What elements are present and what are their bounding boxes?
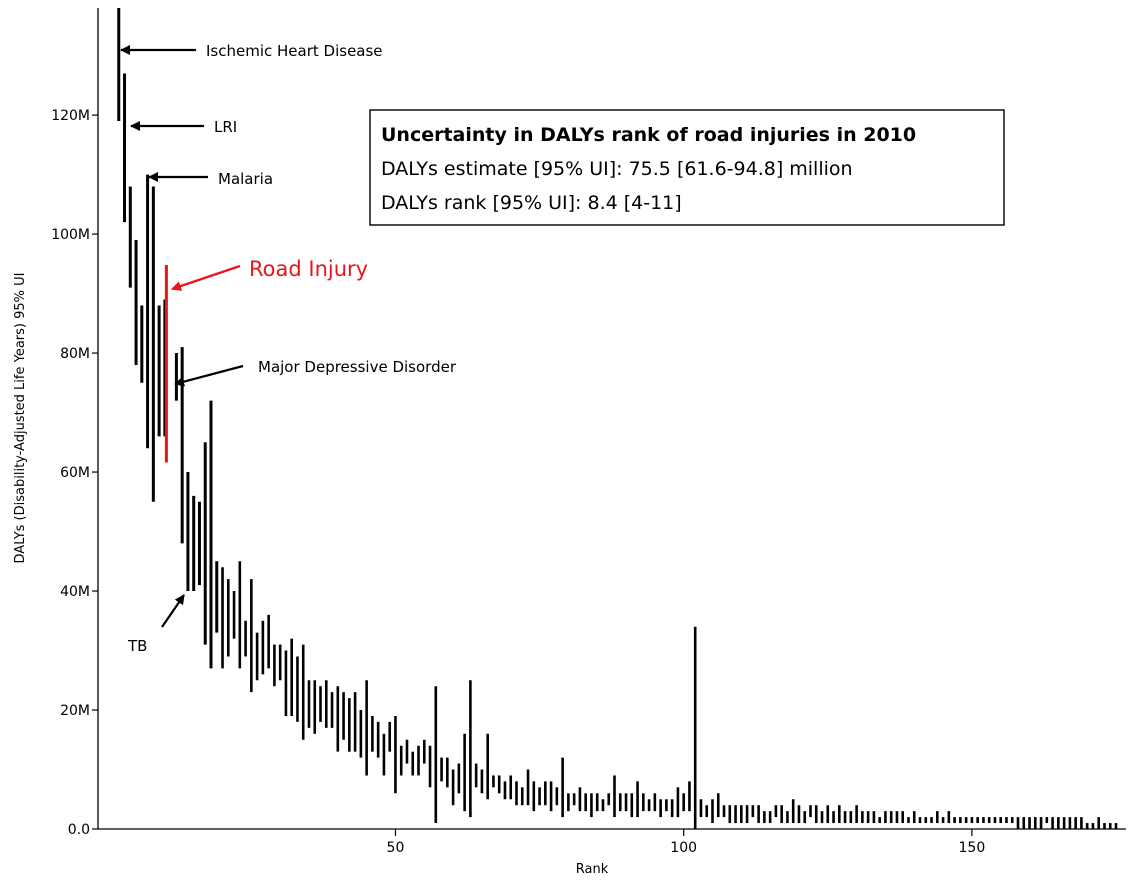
x-tick-label: 150 bbox=[959, 840, 986, 856]
y-tick-label: 40M bbox=[60, 584, 90, 600]
arrow-major-depressive-disorder bbox=[174, 364, 244, 387]
label-lri: LRI bbox=[214, 118, 237, 136]
x-tick-label: 100 bbox=[670, 840, 697, 856]
x-axis-title: Rank bbox=[576, 862, 609, 877]
info-box-frame bbox=[369, 109, 1005, 226]
y-tick-label: 120M bbox=[51, 108, 90, 124]
info-box: Uncertainty in DALYs rank of road injuri… bbox=[369, 109, 1005, 226]
y-axis-ticks: 0.0 20M 40M 60M 80M 100M 120M bbox=[51, 108, 98, 838]
y-axis-title: DALYs (Disability-Adjusted Life Years) 9… bbox=[13, 273, 28, 564]
annotation-lri: LRI bbox=[130, 118, 237, 136]
y-tick-label: 100M bbox=[51, 227, 90, 243]
annotation-tb: TB bbox=[127, 594, 185, 655]
info-box-title: Uncertainty in DALYs rank of road injuri… bbox=[381, 124, 916, 146]
info-box-rank: DALYs rank [95% UI]: 8.4 [4-11] bbox=[381, 192, 682, 214]
y-tick-label: 20M bbox=[60, 703, 90, 719]
label-ischemic-heart-disease: Ischemic Heart Disease bbox=[206, 42, 383, 60]
y-tick-label: 0.0 bbox=[68, 822, 90, 838]
annotation-ischemic-heart-disease: Ischemic Heart Disease bbox=[120, 42, 383, 60]
annotation-major-depressive-disorder: Major Depressive Disorder bbox=[174, 358, 457, 387]
label-malaria: Malaria bbox=[218, 170, 273, 188]
arrow-tb bbox=[161, 594, 185, 628]
annotation-road-injury: Road Injury bbox=[171, 257, 368, 291]
y-tick-label: 60M bbox=[60, 465, 90, 481]
x-axis-ticks: 50 100 150 bbox=[387, 829, 986, 856]
arrow-road-injury bbox=[171, 264, 241, 291]
x-tick-label: 50 bbox=[387, 840, 405, 856]
annotation-malaria: Malaria bbox=[148, 170, 273, 188]
info-box-estimate: DALYs estimate [95% UI]: 75.5 [61.6-94.8… bbox=[381, 158, 853, 180]
label-tb: TB bbox=[127, 637, 147, 655]
label-road-injury: Road Injury bbox=[249, 257, 368, 281]
y-tick-label: 80M bbox=[60, 346, 90, 362]
label-major-depressive-disorder: Major Depressive Disorder bbox=[258, 358, 457, 376]
